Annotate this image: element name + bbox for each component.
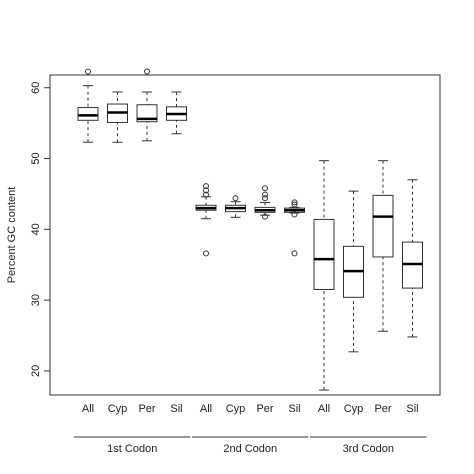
outlier (262, 185, 268, 192)
outlier (85, 68, 91, 75)
x-tick-label: Per (138, 403, 155, 415)
x-tick-label: All (82, 403, 94, 415)
x-tick-label: Cyp (108, 403, 128, 415)
outlier (203, 191, 209, 198)
x-tick-label: Sil (288, 403, 300, 415)
outlier (262, 213, 268, 220)
y-tick-label: 20 (30, 365, 42, 377)
box (136, 104, 158, 123)
outlier (262, 191, 268, 198)
x-tick-label: Sil (406, 403, 418, 415)
y-tick-label: 40 (30, 223, 42, 235)
outlier (203, 250, 209, 257)
outlier (203, 183, 209, 190)
box (372, 194, 394, 258)
group-label: 2nd Codon (223, 443, 277, 455)
group-label: 1st Codon (107, 443, 157, 455)
outlier (291, 250, 298, 257)
box (77, 107, 99, 121)
outlier (291, 201, 298, 208)
y-tick-label: 50 (30, 152, 42, 164)
x-tick-label: Sil (170, 403, 182, 415)
outlier (232, 195, 239, 202)
group-label: 3rd Codon (343, 443, 394, 455)
x-tick-label: Per (374, 403, 391, 415)
outlier (144, 68, 150, 75)
outlier (262, 195, 268, 202)
y-tick-label: 60 (30, 82, 42, 94)
y-tick-label: 30 (30, 294, 42, 306)
outlier (291, 211, 298, 218)
y-axis-label: Percent GC content (6, 187, 18, 284)
x-tick-label: Cyp (344, 403, 364, 415)
x-tick-label: All (318, 403, 330, 415)
x-tick-label: Cyp (226, 403, 246, 415)
outlier (203, 187, 209, 194)
box (313, 218, 335, 291)
x-tick-label: All (200, 403, 212, 415)
x-tick-label: Per (256, 403, 273, 415)
outlier (291, 199, 298, 206)
